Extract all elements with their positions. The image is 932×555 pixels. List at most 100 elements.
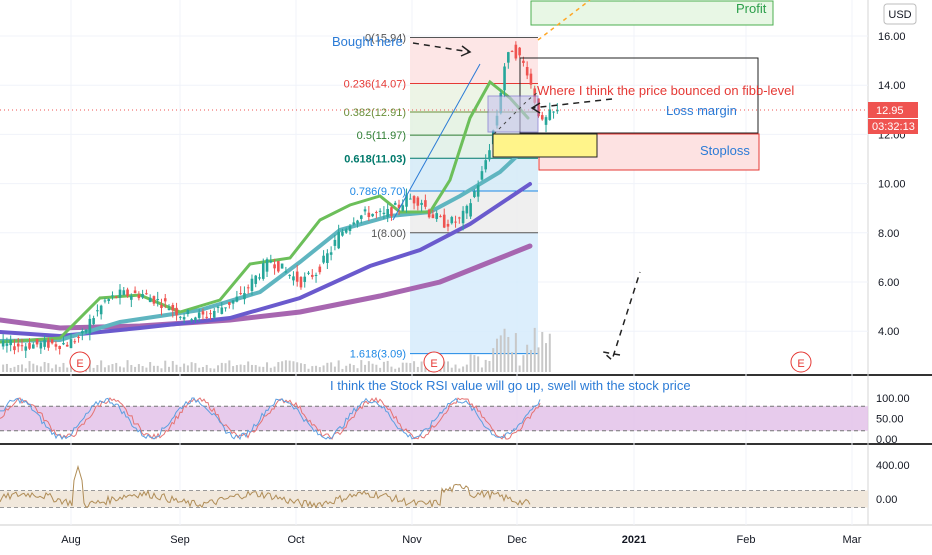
- candle-body: [73, 341, 77, 343]
- candle-body: [405, 194, 408, 207]
- earnings-marker[interactable]: E: [69, 351, 91, 373]
- candle-body: [5, 343, 9, 346]
- time-label: Nov: [402, 534, 422, 546]
- candle-body: [216, 306, 220, 308]
- volume-bar: [134, 366, 137, 372]
- volume-bar: [171, 361, 174, 372]
- volume-bar: [443, 361, 446, 372]
- candle-body: [273, 264, 276, 269]
- earnings-marker[interactable]: E: [790, 351, 812, 373]
- earnings-marker-label: E: [797, 358, 804, 370]
- fib-label: 1(8.00): [371, 228, 406, 240]
- volume-bar: [526, 344, 529, 372]
- ema-50: [0, 142, 532, 343]
- candle-body: [442, 214, 446, 228]
- candle-body: [525, 67, 529, 76]
- cci-tick: 0.00: [876, 494, 897, 506]
- entry-zone[interactable]: [487, 95, 539, 133]
- volume-bar: [507, 336, 510, 372]
- candle-body: [329, 252, 333, 255]
- fib-label: 0.5(11.97): [357, 130, 406, 142]
- candle-body: [307, 272, 310, 274]
- cci-tick: 400.00: [876, 460, 910, 472]
- candle-body: [446, 223, 450, 227]
- candle-body: [160, 304, 163, 309]
- volume-bar: [484, 359, 487, 372]
- candle-body: [24, 346, 28, 351]
- projection-line: [493, 91, 539, 135]
- drawings[interactable]: [0, 0, 868, 362]
- earnings-marker[interactable]: E: [423, 351, 445, 373]
- candle-body: [461, 210, 465, 224]
- candle-body: [540, 115, 544, 120]
- candle-body: [431, 214, 435, 219]
- volume-bar: [92, 367, 95, 372]
- candle-body: [435, 213, 438, 219]
- candle-body: [16, 343, 20, 347]
- candle-body: [171, 304, 175, 311]
- volume-bar: [47, 363, 50, 372]
- volume-bar: [232, 366, 235, 372]
- volume-bar: [70, 363, 72, 372]
- volume-bar: [458, 368, 461, 372]
- candle-body: [556, 109, 559, 112]
- candle-body: [363, 209, 367, 212]
- volume-bar: [318, 367, 321, 372]
- candle-body: [371, 213, 374, 217]
- candle-body: [224, 307, 227, 309]
- volume-bar: [533, 327, 536, 372]
- candle-body: [107, 299, 110, 301]
- volume-bar: [62, 362, 65, 372]
- candle-body: [167, 308, 171, 311]
- volume-bar: [137, 364, 140, 372]
- stoch-rsi-k: [0, 397, 541, 441]
- candle-body: [299, 277, 303, 288]
- volume-bar: [156, 365, 159, 372]
- candle-body: [503, 66, 506, 91]
- volume-bar: [496, 338, 499, 372]
- candle-body: [284, 271, 288, 273]
- time-label: Aug: [61, 534, 81, 546]
- volume-bar: [205, 364, 208, 372]
- currency-button[interactable]: USD: [883, 3, 917, 25]
- volume-bar: [288, 360, 291, 372]
- candle-body: [552, 111, 555, 113]
- currency-label: USD: [888, 9, 911, 21]
- volume-bar: [217, 365, 220, 372]
- volume-bar: [198, 367, 201, 372]
- volume-bar: [269, 367, 272, 372]
- volume-bar: [390, 366, 393, 372]
- earnings-marker-label: E: [76, 358, 83, 370]
- volume-bar: [364, 364, 367, 372]
- volume-bars: [2, 327, 551, 372]
- volume-bar: [28, 361, 31, 372]
- candle-body: [348, 226, 352, 231]
- volume-bar: [266, 362, 269, 372]
- support-box[interactable]: [492, 133, 598, 158]
- volume-bar: [66, 367, 69, 372]
- candle-body: [412, 196, 416, 204]
- candle-body: [382, 212, 386, 215]
- volume-bar: [284, 360, 287, 372]
- volume-bar: [209, 368, 212, 372]
- volume-bar: [168, 366, 171, 372]
- candle-body: [152, 296, 156, 304]
- volume-bar: [330, 362, 333, 372]
- candle-body: [393, 202, 397, 205]
- time-label: 2021: [622, 534, 646, 546]
- volume-bar: [88, 360, 91, 372]
- volume-bar: [420, 361, 423, 372]
- candle-body: [96, 310, 99, 312]
- volume-bar: [322, 365, 325, 372]
- volume-bar: [405, 362, 408, 372]
- profit-zone[interactable]: [530, 0, 774, 26]
- candle-body: [439, 216, 442, 218]
- candle-body: [310, 274, 314, 277]
- candle-body: [194, 317, 197, 320]
- volume-bar: [333, 366, 336, 372]
- volume-bar: [462, 366, 465, 372]
- volume-bar: [250, 364, 253, 372]
- candle-body: [450, 217, 454, 224]
- volume-bar: [179, 366, 182, 372]
